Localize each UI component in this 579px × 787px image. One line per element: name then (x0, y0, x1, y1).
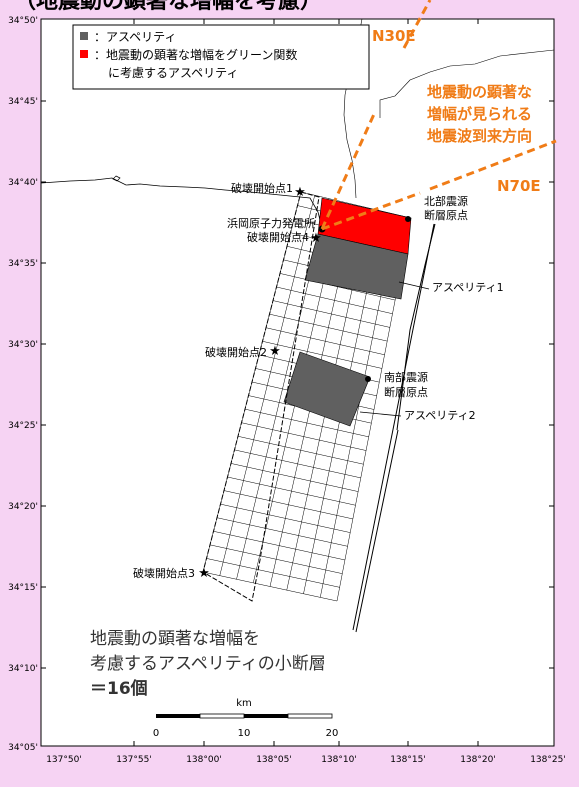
lat-ticks (41, 100, 554, 669)
legend-swatch-gray (80, 32, 88, 40)
scale-seg-1 (156, 714, 200, 718)
note-line3: ＝16個 (90, 678, 148, 699)
legend-swatch-red (80, 50, 88, 58)
scale-tick-0: 0 (153, 728, 159, 739)
scale-seg-4 (287, 713, 333, 719)
lat-tick-label: 34°30' (8, 340, 38, 350)
rupture-start-3-marker: ★ (198, 566, 210, 581)
grid-line (241, 422, 367, 451)
north-origin-label-1: 北部震源 (424, 194, 468, 208)
lat-tick-label: 34°15' (8, 583, 38, 593)
lon-tick-label: 138°25' (530, 755, 566, 765)
page-title: （地震動の顕著な増幅を考慮） (14, 0, 322, 14)
lat-tick-label: 34°40' (8, 178, 38, 188)
grid-line (262, 341, 382, 369)
scale-unit: km (236, 698, 252, 709)
lon-axis: 137°50' 137°55' 138°00' 138°05' 138°10' … (46, 755, 566, 765)
scale-bar: km 0 10 20 (153, 698, 339, 739)
north-origin-point (405, 216, 411, 222)
arrival-direction-line2: 増幅が見られる (427, 105, 532, 123)
grid-line (230, 463, 359, 492)
n30e-label: N30E (372, 27, 416, 45)
arrival-direction-line1: 地震動の顕著な (427, 83, 532, 101)
lat-tick-label: 34°35' (8, 259, 38, 269)
lat-tick-label: 34°45' (8, 97, 38, 107)
lon-ticks (133, 19, 479, 746)
grid-line (220, 503, 351, 533)
grid-line (237, 436, 364, 465)
legend-frame (72, 24, 370, 90)
grid-line (276, 286, 393, 314)
grid-line (223, 490, 353, 520)
lat-axis: 34°50' 34°45' 34°40' 34°35' 34°30' 34°25… (8, 16, 38, 753)
note-line1: 地震動の顕著な増幅を (90, 629, 260, 649)
grid-line (216, 517, 348, 547)
scale-seg-2 (199, 713, 245, 719)
south-origin-point (365, 376, 371, 382)
rupture-start-1-marker: ★ (294, 185, 306, 200)
lon-tick-label: 138°00' (186, 755, 222, 765)
grid-line (234, 449, 361, 479)
rupture-start-1-label: 破壊開始点1 (231, 181, 293, 195)
legend-label-red-1: ：地震動の顕著な増幅をグリーン関数 (94, 47, 297, 62)
lat-tick-label: 34°05' (8, 743, 38, 753)
lon-tick-label: 138°10' (321, 755, 357, 765)
scale-tick-10: 10 (238, 728, 251, 739)
lat-tick-label: 34°10' (8, 664, 38, 674)
lon-tick-label: 137°55' (116, 755, 152, 765)
coastline (41, 177, 323, 229)
north-fault-trace (352, 223, 435, 631)
n70e-label: N70E (497, 177, 541, 195)
rupture-start-3-label: 破壊開始点3 (133, 566, 195, 580)
rupture-start-2-marker: ★ (269, 344, 281, 359)
lon-tick-label: 137°50' (46, 755, 82, 765)
rupture-start-2-label: 破壊開始点2 (205, 345, 267, 359)
grid-line (244, 408, 369, 438)
legend-label-red-2: に考慮するアスペリティ (108, 66, 238, 80)
grid-line (269, 313, 388, 342)
lon-tick-label: 138°15' (390, 755, 426, 765)
grid-line (213, 531, 345, 561)
asperity-1 (304, 233, 409, 300)
fault-outline (202, 191, 320, 602)
lon-tick-label: 138°05' (256, 755, 292, 765)
n30e-direction-line (320, 0, 432, 230)
asperity-1-leader (398, 281, 430, 290)
boundary-line-2 (379, 49, 554, 118)
grid-line (272, 300, 390, 328)
asperity-2-label: アスペリティ2 (404, 409, 476, 422)
grid-line (227, 476, 356, 506)
asperity-1-label: アスペリティ1 (432, 281, 504, 294)
lat-tick-label: 34°20' (8, 502, 38, 512)
grid-line (202, 571, 338, 602)
coastline-islet (112, 175, 121, 182)
lon-tick-label: 138°20' (460, 755, 496, 765)
grid-line (209, 544, 343, 574)
legend: ：アスペリティ ：地震動の顕著な増幅をグリーン関数 に考慮するアスペリティ (72, 24, 370, 90)
legend-label-asperity: ：アスペリティ (94, 30, 176, 44)
scale-tick-20: 20 (326, 728, 339, 739)
south-fault-trace (355, 429, 399, 633)
south-origin-label-2: 断層原点 (384, 385, 428, 399)
grid-line (265, 327, 385, 356)
lat-tick-label: 34°50' (8, 16, 38, 26)
rupture-start-4-label: 破壊開始点4 (247, 230, 309, 244)
grid-line (206, 558, 340, 588)
lat-tick-label: 34°25' (8, 421, 38, 431)
rupture-start-4-marker: ★ (310, 231, 322, 246)
note-line2: 考慮するアスペリティの小断層 (90, 654, 326, 674)
scale-seg-3 (244, 714, 288, 718)
north-origin-label-2: 断層原点 (424, 208, 468, 222)
asperity-2 (283, 351, 371, 427)
nuclear-plant-label: 浜岡原子力発電所 (227, 216, 315, 230)
arrival-direction-line3: 地震波到来方向 (427, 127, 532, 145)
trench-trace (396, 223, 436, 431)
asperity-2-leader (359, 411, 402, 417)
n70e-direction-line (321, 139, 557, 231)
south-origin-label-1: 南部震源 (384, 370, 428, 384)
